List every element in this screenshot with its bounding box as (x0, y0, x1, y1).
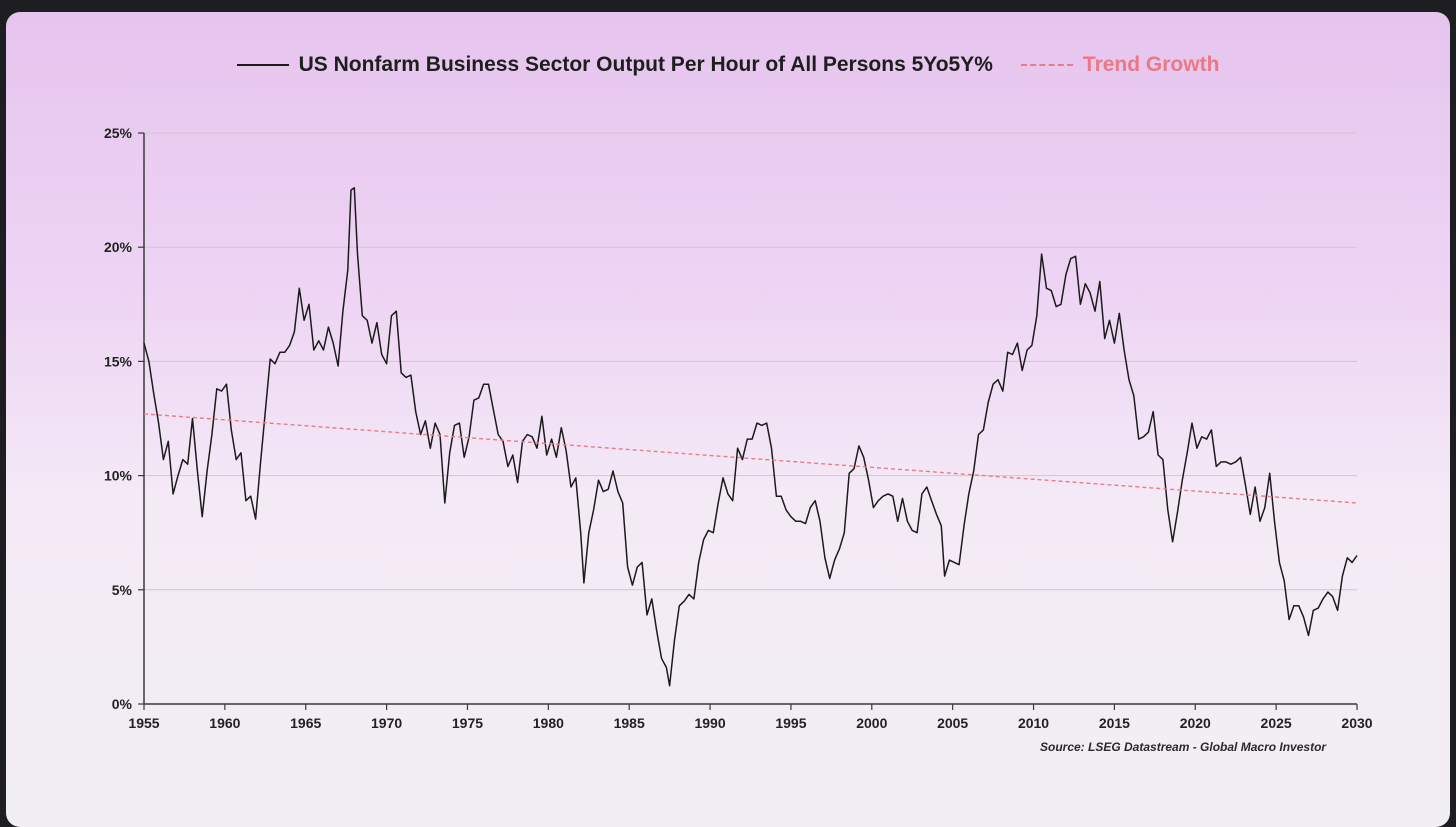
x-tick-label-1970: 1970 (371, 715, 402, 731)
x-tick-label-2000: 2000 (856, 715, 887, 731)
x-tick-label-1985: 1985 (614, 715, 645, 731)
x-tick-label-2020: 2020 (1180, 715, 1211, 731)
legend-item-trend: Trend Growth (1020, 53, 1220, 77)
y-tick-label-15: 15% (104, 353, 133, 369)
productivity-series-line (143, 187, 1358, 687)
trend-growth-line (143, 413, 1358, 504)
x-tick-label-1965: 1965 (290, 715, 321, 731)
y-tick-label-20: 20% (104, 239, 133, 255)
legend-trend-label: Trend Growth (1082, 53, 1220, 76)
legend-series-label: US Nonfarm Business Sector Output Per Ho… (298, 53, 993, 76)
x-tick-label-2010: 2010 (1018, 715, 1049, 731)
x-tick-label-1960: 1960 (209, 715, 240, 731)
y-tick-label-0: 0% (112, 696, 133, 712)
legend-solid-line-swatch (236, 64, 289, 66)
x-tick-label-2025: 2025 (1261, 715, 1292, 731)
x-tick-label-2030: 2030 (1341, 715, 1372, 731)
x-tick-label-2015: 2015 (1099, 715, 1130, 731)
x-tick-label-1990: 1990 (694, 715, 725, 731)
x-tick-label-1995: 1995 (775, 715, 806, 731)
y-tick-label-25: 25% (104, 125, 133, 141)
x-tick-label-2005: 2005 (937, 715, 968, 731)
source-note: Source: LSEG Datastream - Global Macro I… (1040, 740, 1327, 754)
y-tick-label-5: 5% (112, 582, 133, 598)
x-tick-label-1975: 1975 (452, 715, 483, 731)
chart-frame (6, 12, 1450, 827)
x-tick-label-1980: 1980 (533, 715, 564, 731)
x-tick-label-1955: 1955 (128, 715, 159, 731)
legend-dashed-line-swatch (1020, 64, 1073, 66)
legend-item-series: US Nonfarm Business Sector Output Per Ho… (236, 53, 993, 77)
chart-legend: US Nonfarm Business Sector Output Per Ho… (0, 50, 1456, 80)
y-tick-label-10: 10% (104, 468, 133, 484)
